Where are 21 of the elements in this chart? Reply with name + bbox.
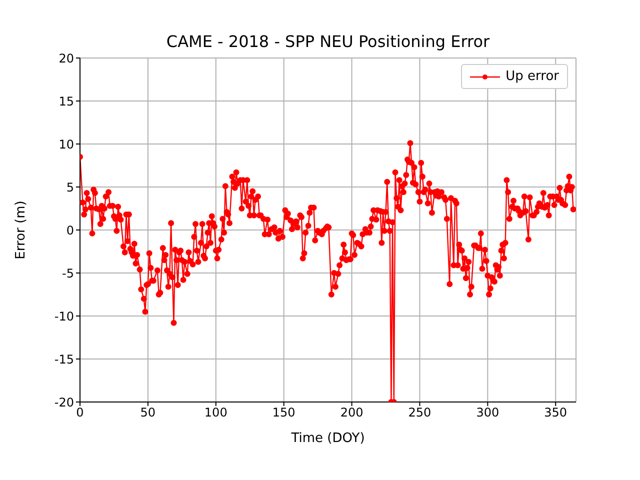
x-tick-label: 0 <box>76 406 84 420</box>
x-tick-label: 200 <box>340 406 364 420</box>
y-tick-label: 20 <box>58 51 74 66</box>
x-tick-label: 300 <box>476 406 500 420</box>
y-tick-label: 0 <box>66 223 74 238</box>
y-tick-label: -10 <box>54 309 74 324</box>
y-axis-title: Error (m) <box>14 200 29 260</box>
x-tick-label: 50 <box>140 406 156 420</box>
y-tick-label: -5 <box>62 266 74 280</box>
x-tick-label: 250 <box>408 406 432 420</box>
x-tick-label: 100 <box>204 406 228 420</box>
x-axis-title: Time (DOY) <box>290 431 365 446</box>
legend-label: Up error <box>506 69 559 84</box>
y-tick-label: 15 <box>58 94 74 108</box>
y-tick-label: 10 <box>58 137 74 152</box>
y-tick-label: 5 <box>66 180 74 194</box>
x-tick-label: 150 <box>272 406 296 420</box>
y-tick-label: -20 <box>54 395 74 410</box>
y-tick-label: -15 <box>54 352 74 366</box>
x-tick-label: 350 <box>544 406 568 420</box>
chart-title: CAME - 2018 - SPP NEU Positioning Error <box>165 32 491 51</box>
